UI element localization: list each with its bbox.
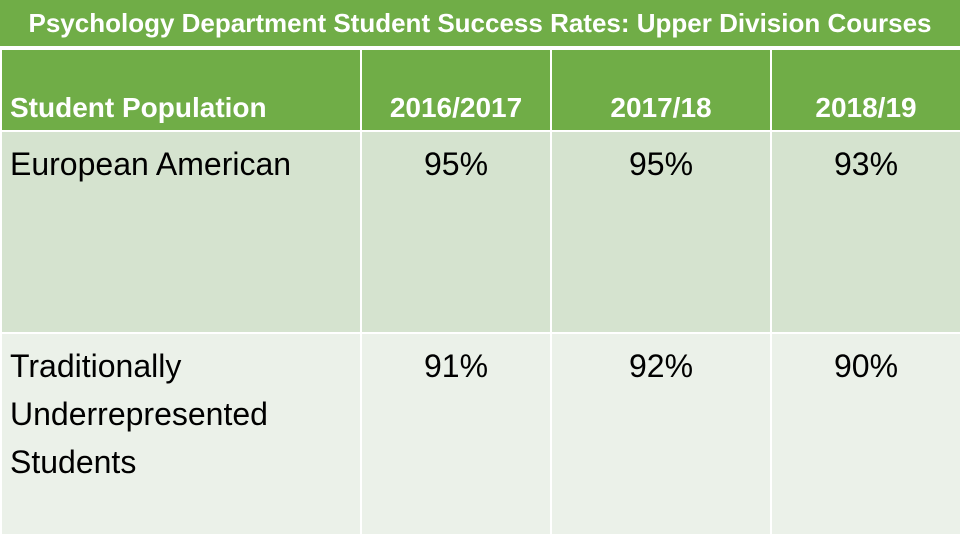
row-label-line: Students [10, 444, 137, 480]
header-row: Student Population 2016/2017 2017/18 201… [0, 48, 960, 132]
header-2016-2017: 2016/2017 [360, 48, 552, 132]
row-label-line: European American [10, 146, 292, 182]
table-cell: 90% [770, 332, 960, 536]
table-cell: 92% [550, 332, 772, 536]
header-2017-18: 2017/18 [550, 48, 772, 132]
table-row: European American 95% 95% 93% [0, 130, 960, 334]
row-label: Traditionally Underrepresented Students [0, 332, 362, 536]
table-cell: 93% [770, 130, 960, 334]
row-label-line: Traditionally [10, 348, 182, 384]
header-student-population: Student Population [0, 48, 362, 132]
header-2018-19: 2018/19 [770, 48, 960, 132]
table-title: Psychology Department Student Success Ra… [0, 0, 960, 46]
table-cell: 95% [550, 130, 772, 334]
table-row: Traditionally Underrepresented Students … [0, 332, 960, 536]
success-rates-table: Student Population 2016/2017 2017/18 201… [0, 48, 960, 536]
row-label-line: Underrepresented [10, 396, 268, 432]
table-cell: 91% [360, 332, 552, 536]
table-cell: 95% [360, 130, 552, 334]
row-label: European American [0, 130, 362, 334]
